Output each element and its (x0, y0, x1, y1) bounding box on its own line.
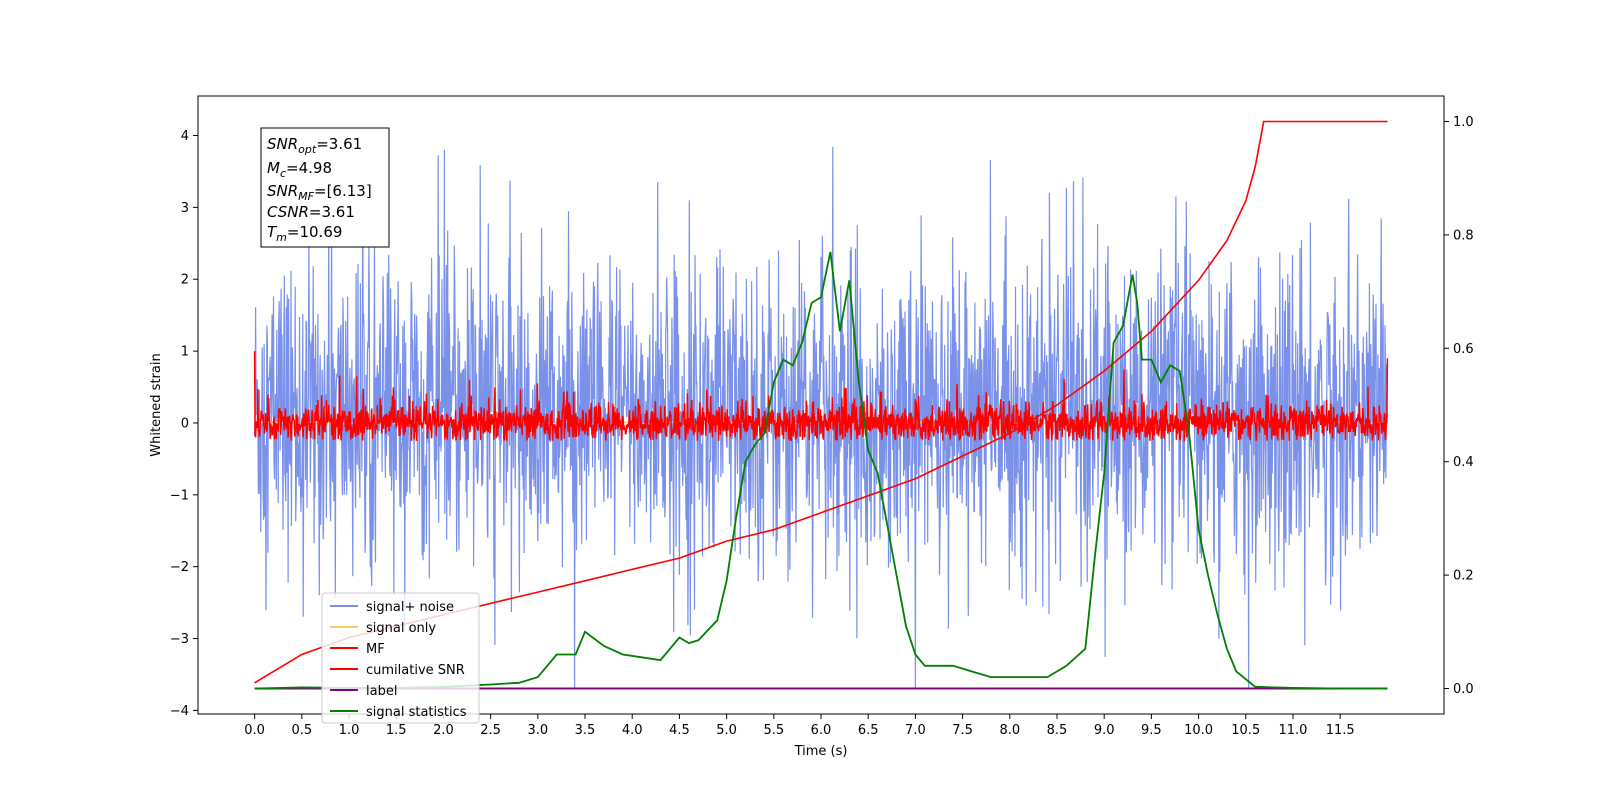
x-tick-label: 4.5 (669, 723, 690, 738)
x-tick-label: 0.0 (244, 723, 265, 738)
legend-item-signal-only: signal only (330, 621, 436, 636)
x-tick-label: 10.0 (1184, 723, 1213, 738)
y-tick-label: −4 (170, 704, 189, 719)
x-tick-label: 4.0 (622, 723, 643, 738)
legend-item-signal-noise: signal+ noise (330, 600, 454, 615)
legend-item-cumulative-snr: cumilative SNR (330, 663, 465, 678)
y-tick-label: 4 (181, 129, 189, 144)
y-tick-label: −3 (170, 632, 189, 647)
legend: signal+ noise signal only MF cumilative … (321, 592, 480, 724)
csnr-value: 3.61 (322, 203, 355, 221)
x-axis: 0.0 0.5 1.0 1.5 2.0 2.5 3.0 3.5 4.0 4.5 5.0 5.5 6.0 6… (244, 714, 1355, 738)
y2-tick-label: 0.6 (1453, 342, 1474, 357)
x-tick-label: 3.0 (527, 723, 548, 738)
svg-text:cumilative SNR: cumilative SNR (366, 663, 465, 678)
svg-text:SNRopt=3.61: SNRopt=3.61 (267, 135, 362, 156)
svg-text:Mc=4.98: Mc=4.98 (267, 159, 332, 180)
y2-tick-label: 0.4 (1453, 455, 1474, 470)
x-tick-label: 9.5 (1141, 723, 1162, 738)
x-tick-label: 2.5 (480, 723, 501, 738)
x-tick-label: 1.0 (339, 723, 360, 738)
svg-text:signal+ noise: signal+ noise (366, 600, 454, 615)
tm-value: 10.69 (299, 223, 342, 241)
x-tick-label: 11.5 (1326, 723, 1355, 738)
svg-text:label: label (366, 684, 397, 699)
x-tick-label: 3.5 (575, 723, 596, 738)
y2-axis: 1.0 0.8 0.6 0.4 0.2 0.0 (1444, 115, 1474, 697)
mf-line (253, 351, 1389, 442)
x-tick-label: 8.5 (1047, 723, 1068, 738)
x-tick-label: 6.0 (811, 723, 832, 738)
y2-tick-label: 1.0 (1453, 115, 1474, 130)
signal-statistics-line (254, 251, 1388, 690)
legend-item-mf: MF (330, 642, 385, 657)
x-tick-label: 5.5 (763, 723, 784, 738)
y-tick-label: −2 (170, 560, 189, 575)
x-tick-label: 10.5 (1231, 723, 1260, 738)
svg-text:MF: MF (366, 642, 385, 657)
y-axis-label: Whitened strain (149, 353, 164, 456)
y-tick-label: 0 (181, 416, 189, 431)
y2-tick-label: 0.2 (1453, 569, 1474, 584)
x-tick-label: 11.0 (1278, 723, 1307, 738)
y2-tick-label: 0.8 (1453, 228, 1474, 243)
y-tick-label: −1 (170, 488, 189, 503)
x-tick-label: 9.0 (1094, 723, 1115, 738)
y-tick-label: 1 (181, 345, 189, 360)
snr-opt-value: 3.61 (329, 135, 362, 153)
y-tick-label: 2 (181, 273, 189, 288)
x-tick-label: 8.0 (999, 723, 1020, 738)
legend-item-signal-statistics: signal statistics (330, 705, 467, 720)
svg-text:Tm=10.69: Tm=10.69 (267, 223, 342, 244)
svg-text:signal statistics: signal statistics (366, 705, 467, 720)
x-tick-label: 0.5 (291, 723, 312, 738)
x-tick-label: 7.5 (952, 723, 973, 738)
x-tick-label: 5.0 (716, 723, 737, 738)
x-axis-label: Time (s) (794, 744, 848, 759)
x-tick-label: 6.5 (858, 723, 879, 738)
x-tick-label: 2.0 (433, 723, 454, 738)
axes-frame (197, 95, 1445, 715)
snr-mf-value: [6.13] (327, 182, 372, 200)
svg-text:CSNR=3.61: CSNR=3.61 (267, 203, 355, 221)
info-box: SNRopt=3.61 Mc=4.98 SNRMF=[6.13] CSNR=3.… (260, 127, 390, 248)
y2-tick-label: 0.0 (1453, 682, 1474, 697)
x-tick-label: 1.5 (386, 723, 407, 738)
mc-value: 4.98 (299, 159, 332, 177)
y-axis: 4 3 2 1 0 −1 −2 −3 −4 (170, 129, 198, 719)
y-tick-label: 3 (181, 201, 189, 216)
legend-item-label: label (330, 684, 397, 699)
x-tick-label: 7.0 (905, 723, 926, 738)
svg-text:SNRMF=[6.13]: SNRMF=[6.13] (267, 182, 372, 203)
svg-text:signal only: signal only (366, 621, 436, 636)
